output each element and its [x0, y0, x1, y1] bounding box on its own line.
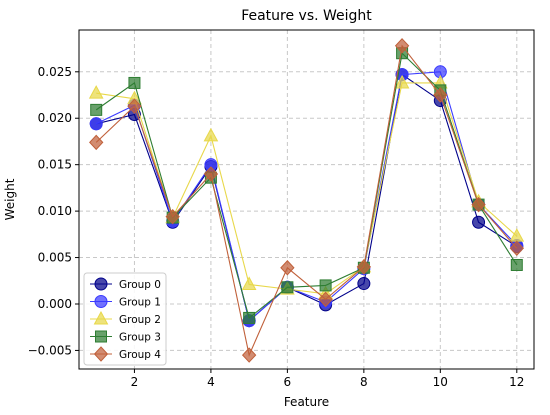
series-line-1 — [95, 71, 518, 322]
series-group-2 — [88, 74, 525, 300]
series-4-point — [89, 134, 104, 151]
chart-title: Feature vs. Weight — [241, 8, 372, 24]
x-tick-label: 6 — [284, 375, 292, 389]
y-tick-label: 0.010 — [38, 204, 72, 218]
y-tick-label: 0.005 — [38, 251, 72, 265]
legend: Group 0 Group 1 Group 2 Group 3 Group 4 — [83, 272, 167, 366]
series-2-point — [241, 276, 257, 290]
x-tick-label: 12 — [509, 375, 524, 389]
series-4-point — [394, 38, 410, 54]
series-line-2 — [96, 82, 518, 295]
legend-marker-1 — [94, 295, 108, 308]
series-4-point — [318, 291, 333, 308]
series-4-point — [165, 208, 180, 225]
x-tick-label: 8 — [360, 375, 368, 389]
series-layer — [88, 38, 525, 363]
y-tick-label: 0.015 — [38, 158, 72, 172]
legend-marker-4 — [93, 346, 109, 362]
y-axis-label: Weight — [3, 178, 17, 220]
x-tick-label: 2 — [131, 375, 139, 389]
series-group-4 — [89, 38, 524, 363]
series-2-point — [394, 74, 410, 89]
series-2-point — [509, 228, 525, 242]
series-4-point — [127, 98, 142, 114]
x-axis-label: Feature — [284, 395, 329, 409]
y-tick-label: −0.005 — [28, 343, 72, 357]
series-0-point — [472, 215, 486, 229]
legend-label-3: Group 3 — [119, 332, 161, 344]
series-3-point — [281, 281, 294, 294]
series-2-point — [88, 85, 104, 99]
series-4-point — [203, 166, 219, 182]
plot-frame — [78, 29, 535, 370]
y-tick-label: 0.020 — [38, 111, 72, 125]
legend-label-2: Group 2 — [119, 314, 161, 326]
series-3-point — [243, 311, 256, 324]
y-tick-label: 0.025 — [38, 65, 72, 79]
series-4-point — [509, 240, 524, 256]
series-4-point — [433, 87, 448, 103]
series-3-point — [319, 279, 332, 292]
series-line-4 — [95, 44, 518, 357]
legend-label-1: Group 1 — [119, 297, 161, 309]
x-tick-label: 10 — [433, 375, 448, 389]
legend-marker-3 — [95, 330, 107, 343]
series-3-point — [510, 258, 523, 271]
grid — [79, 30, 534, 369]
y-tick-label: 0.000 — [38, 297, 72, 311]
axes: 2 4 6 8 10 12 −0.005 0.000 0.005 0.010 0.015 0.020 0… — [28, 65, 525, 389]
legend-marker-2 — [93, 310, 109, 325]
x-tick-label: 4 — [207, 375, 215, 389]
legend-label-0: Group 0 — [119, 279, 161, 291]
series-3-point — [128, 76, 141, 89]
series-4-point — [356, 259, 372, 275]
series-4-point — [280, 260, 295, 276]
series-0-point — [357, 277, 371, 291]
series-line-0 — [96, 73, 518, 322]
legend-marker-0 — [94, 277, 108, 291]
series-3-point — [90, 103, 103, 116]
series-1-point — [89, 117, 103, 131]
legend-label-4: Group 4 — [119, 349, 161, 361]
series-line-3 — [95, 52, 518, 319]
series-2-point — [203, 127, 219, 142]
series-4-point — [471, 196, 486, 213]
series-4-point — [241, 347, 257, 363]
